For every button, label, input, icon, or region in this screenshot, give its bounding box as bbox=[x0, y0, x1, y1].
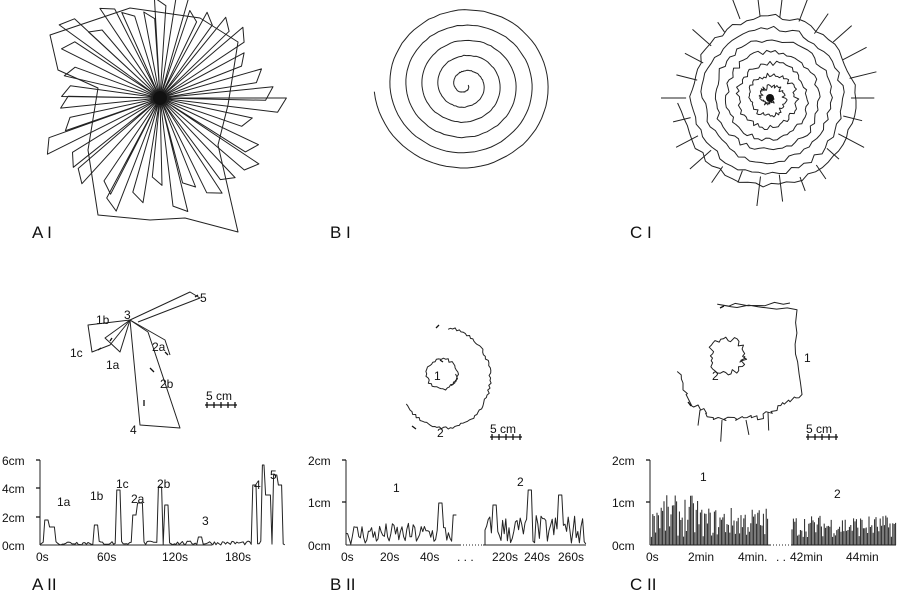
a-ts-label-1c: 1c bbox=[116, 477, 129, 491]
a-ts-label-1b: 1b bbox=[90, 489, 104, 503]
b-time-series bbox=[342, 459, 587, 546]
b-ts-label-1: 1 bbox=[393, 481, 400, 495]
a-ts-label-1a: 1a bbox=[57, 495, 71, 509]
c-segment-1: 1 bbox=[804, 351, 811, 365]
c-ts-label-2: 2 bbox=[834, 487, 841, 501]
a-y-tick-2cm: 2cm bbox=[2, 511, 25, 525]
b-x-tick-240s: 240s bbox=[524, 550, 550, 564]
a-segment-2b: 2b bbox=[160, 377, 174, 391]
c-ts-label-1: 1 bbox=[700, 470, 707, 484]
a-scale-bar-label: 5 cm bbox=[206, 389, 232, 403]
panel-ai-starburst-trajectory bbox=[46, 0, 287, 233]
b-x-tick-ellipsis: . . . bbox=[457, 550, 474, 564]
a-y-tick-0cm: 0cm bbox=[2, 539, 25, 553]
a-x-tick-180s: 180s bbox=[225, 550, 251, 564]
b-y-tick-1cm: 1cm bbox=[308, 496, 331, 510]
b-x-tick-220s: 220s bbox=[492, 550, 518, 564]
a-segment-5: 5 bbox=[200, 291, 207, 305]
panel-label-aii: A II bbox=[32, 575, 57, 594]
b-x-tick-0s: 0s bbox=[341, 550, 354, 564]
b-x-tick-260s: 260s bbox=[558, 550, 584, 564]
c-x-tick-4min: 4min. bbox=[738, 550, 767, 564]
panel-label-bii: B II bbox=[330, 575, 356, 594]
a-ts-label-2b: 2b bbox=[157, 477, 171, 491]
b-y-tick-0cm: 0cm bbox=[308, 539, 331, 553]
a-ts-label-3: 3 bbox=[202, 514, 209, 528]
a-x-tick-120s: 120s bbox=[162, 550, 188, 564]
a-segment-4: 4 bbox=[130, 423, 137, 437]
panel-label-ci: C I bbox=[630, 223, 652, 242]
panel-cii-trajectory bbox=[676, 301, 838, 442]
starburst-center bbox=[153, 91, 167, 105]
a-ts-label-4: 4 bbox=[254, 478, 261, 492]
c-time-series bbox=[646, 459, 897, 546]
panel-label-cii: C II bbox=[630, 575, 656, 594]
c-scale-bar-label: 5 cm bbox=[806, 422, 832, 436]
panel-ci-jagged-spiral-trajectory bbox=[661, 0, 877, 207]
b-y-tick-2cm: 2cm bbox=[308, 454, 331, 468]
a-segment-2a: 2a bbox=[152, 340, 166, 354]
a-segment-1a: 1a bbox=[106, 358, 120, 372]
b-segment-2: 2 bbox=[437, 426, 444, 440]
a-ts-label-2a: 2a bbox=[131, 492, 145, 506]
a-y-tick-6cm: 6cm bbox=[2, 454, 25, 468]
a-segment-1c: 1c bbox=[70, 346, 83, 360]
panel-label-ai: A I bbox=[32, 223, 52, 242]
panel-bi-spiral-trajectory bbox=[373, 9, 549, 169]
a-segment-1b: 1b bbox=[96, 313, 110, 327]
a-y-tick-4cm: 4cm bbox=[2, 482, 25, 496]
b-ts-label-2: 2 bbox=[517, 475, 524, 489]
b-scale-bar-label: 5 cm bbox=[490, 422, 516, 436]
b-segment-1: 1 bbox=[434, 369, 441, 383]
panel-label-bi: B I bbox=[330, 223, 351, 242]
a-segment-3: 3 bbox=[124, 308, 131, 322]
a-x-tick-60s: 60s bbox=[97, 550, 116, 564]
c-y-tick-0cm: 0cm bbox=[612, 539, 635, 553]
c-x-tick-42min: 42min bbox=[790, 550, 823, 564]
b-x-tick-40s: 40s bbox=[420, 550, 439, 564]
a-ts-label-5: 5 bbox=[270, 468, 277, 482]
c-x-tick-44min: 44min bbox=[846, 550, 879, 564]
b-x-tick-20s: 20s bbox=[380, 550, 399, 564]
c-segment-2: 2 bbox=[712, 369, 719, 383]
c-x-tick-2min: 2min bbox=[688, 550, 714, 564]
a-x-tick-0s: 0s bbox=[36, 550, 49, 564]
c-y-tick-1cm: 1cm bbox=[612, 496, 635, 510]
c-x-tick-0s: 0s bbox=[646, 550, 659, 564]
c-x-tick-ellipsis: . . bbox=[776, 550, 786, 564]
panel-bii-trajectory bbox=[405, 324, 522, 440]
a-time-series bbox=[36, 459, 286, 546]
c-y-tick-2cm: 2cm bbox=[612, 454, 635, 468]
panel-aii-trajectory bbox=[87, 291, 237, 429]
